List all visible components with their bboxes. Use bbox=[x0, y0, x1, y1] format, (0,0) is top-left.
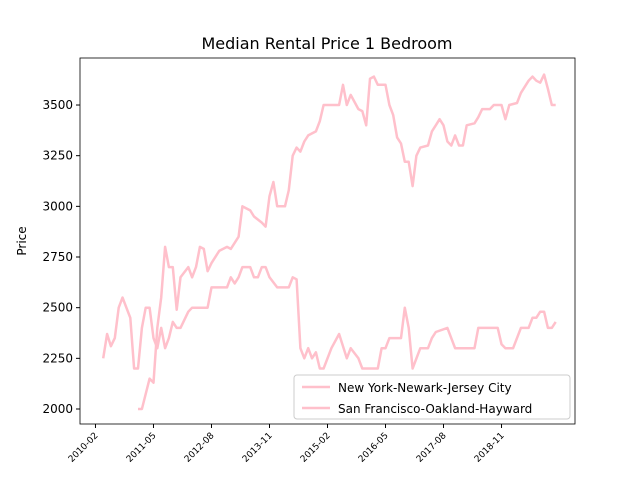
y-tick-label: 2000 bbox=[42, 402, 73, 416]
y-axis-label: Price bbox=[15, 226, 29, 255]
axes-frame bbox=[79, 57, 576, 425]
y-tick-label: 2250 bbox=[42, 351, 73, 365]
legend-label: San Francisco-Oakland-Hayward bbox=[338, 402, 532, 416]
y-tick-label: 3000 bbox=[42, 199, 73, 213]
chart-title: Median Rental Price 1 Bedroom bbox=[201, 34, 452, 53]
y-tick-label: 2500 bbox=[42, 301, 73, 315]
y-tick-label: 3250 bbox=[42, 149, 73, 163]
series-line bbox=[138, 73, 556, 411]
legend-box bbox=[293, 374, 571, 420]
y-tick-label: 2750 bbox=[42, 250, 73, 264]
y-tick-label: 3500 bbox=[42, 98, 73, 112]
legend-label: New York-Newark-Jersey City bbox=[338, 381, 512, 395]
